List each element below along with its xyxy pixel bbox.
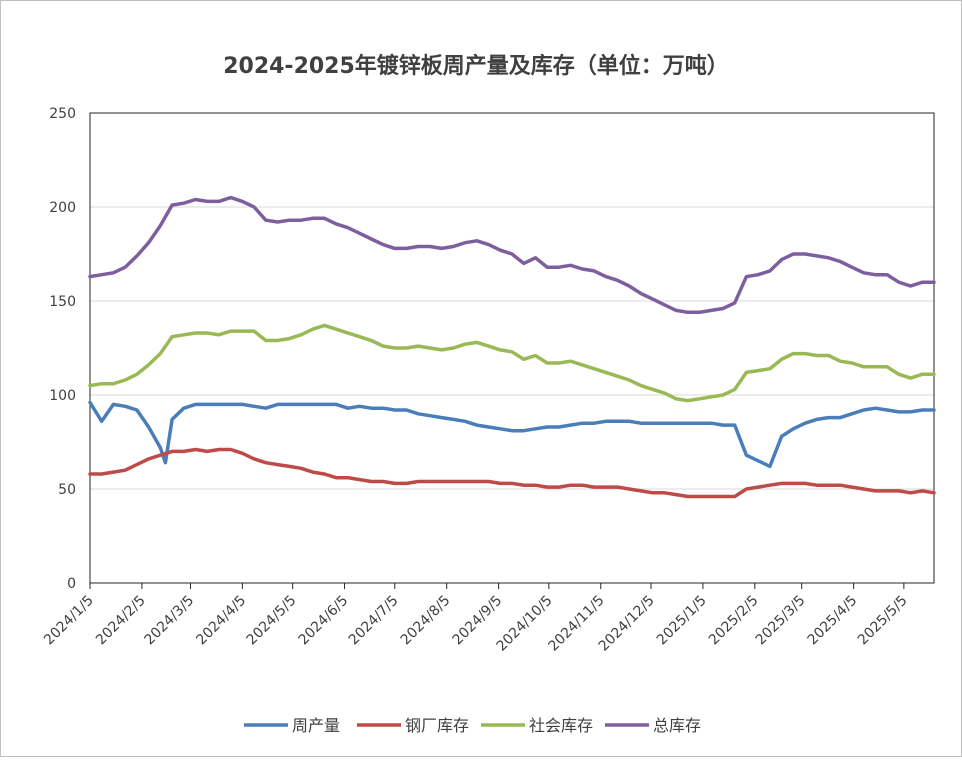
series-line-周产量 [88,400,936,469]
series-line-总库存 [88,195,936,315]
y-tick-label: 200 [49,200,76,216]
legend-label: 钢厂库存 [405,716,469,735]
plot-border [89,112,935,584]
x-tick-label: 2025/4/5 [805,593,861,649]
legend-label: 社会库存 [529,716,593,735]
x-tick-label: 2024/2/5 [93,593,149,649]
x-tick-label: 2024/3/5 [142,593,198,649]
x-tick-label: 2024/7/5 [346,593,402,649]
x-tick-label: 2024/6/5 [296,593,352,649]
x-tick-label: 2024/8/5 [398,593,454,649]
x-tick-label: 2025/2/5 [706,593,762,649]
gridlines [90,112,934,490]
x-axis-tick-labels: 2024/1/52024/2/52024/3/52024/4/52024/5/5… [41,593,911,655]
x-tick-label: 2024/1/5 [41,593,97,649]
y-axis-tick-labels: 0 50 100 150 200 250 [49,106,76,592]
x-tick-label: 2024/4/5 [193,593,249,649]
series-line-社会库存 [88,323,936,403]
y-tick-label: 0 [67,576,76,592]
series-lines [88,195,936,499]
legend-label: 总库存 [653,716,701,735]
y-tick-label: 150 [49,294,76,310]
x-tick-label: 2025/5/5 [855,593,911,649]
x-tick-label: 2024/5/5 [244,593,300,649]
legend-label: 周产量 [292,716,340,735]
x-tick-label: 2025/3/5 [753,593,809,649]
axes [89,112,935,589]
x-tick-label: 2025/1/5 [654,593,710,649]
y-tick-label: 100 [49,388,76,404]
legend: 周产量 钢厂库存 社会库存 总库存 [244,716,701,735]
y-tick-label: 50 [58,482,76,498]
y-tick-label: 250 [49,106,76,122]
chart-title: 2024-2025年镀锌板周产量及库存（单位：万吨） [223,53,729,79]
series-line-钢厂库存 [88,447,936,499]
